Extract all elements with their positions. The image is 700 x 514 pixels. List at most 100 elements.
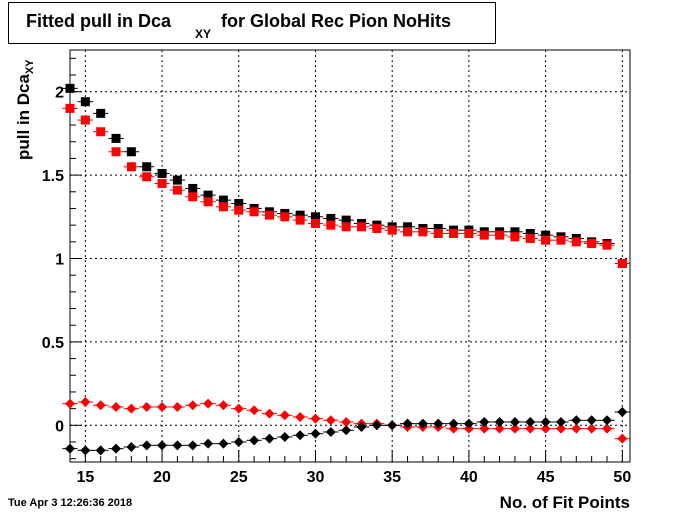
data-point-diamond <box>172 440 183 451</box>
data-point-diamond <box>540 423 551 434</box>
data-point-diamond <box>187 400 198 411</box>
data-point-diamond <box>341 425 352 436</box>
data-point-diamond <box>264 408 275 419</box>
data-point-square <box>541 230 551 240</box>
data-point-square <box>80 115 90 125</box>
data-point-square <box>188 192 198 202</box>
x-tick-label: 30 <box>307 469 325 486</box>
data-point-square <box>310 212 320 222</box>
data-point-diamond <box>586 423 597 434</box>
data-point-diamond <box>80 445 91 456</box>
data-point-diamond <box>463 418 474 429</box>
data-point-square <box>479 230 489 240</box>
data-point-square <box>341 222 351 232</box>
data-point-square <box>387 225 397 235</box>
data-point-square <box>234 205 244 215</box>
data-point-square <box>295 210 305 220</box>
data-point-diamond <box>95 445 106 456</box>
data-point-diamond <box>479 416 490 427</box>
data-point-diamond <box>494 416 505 427</box>
data-point-square <box>157 178 167 188</box>
data-point-diamond <box>295 411 306 422</box>
data-point-square <box>326 220 336 230</box>
data-point-diamond <box>525 416 536 427</box>
y-axis-label: pull in DcaXY <box>14 59 36 160</box>
x-axis-label: No. of Fit Points <box>499 493 630 512</box>
data-point-diamond <box>264 433 275 444</box>
data-point-diamond <box>509 423 520 434</box>
data-point-diamond <box>555 423 566 434</box>
chart-title-rest: for Global Rec Pion NoHits <box>221 11 452 31</box>
data-point-diamond <box>494 423 505 434</box>
data-point-square <box>157 168 167 178</box>
data-point-diamond <box>95 400 106 411</box>
data-point-square <box>495 230 505 240</box>
data-point-square <box>203 197 213 207</box>
data-point-diamond <box>601 415 612 426</box>
data-point-diamond <box>387 420 398 431</box>
data-point-diamond <box>509 416 520 427</box>
data-point-diamond <box>279 410 290 421</box>
data-point-diamond <box>463 423 474 434</box>
data-point-square <box>587 238 597 248</box>
y-tick-label: 0.5 <box>42 335 64 352</box>
data-point-square <box>249 207 259 217</box>
data-point-square <box>510 227 520 237</box>
data-point-square <box>172 175 182 185</box>
data-point-square <box>433 228 443 238</box>
data-point-diamond <box>249 405 260 416</box>
data-point-square <box>264 210 274 220</box>
data-point-square <box>65 103 75 113</box>
x-tick-label: 50 <box>613 469 631 486</box>
data-point-square <box>310 218 320 228</box>
x-tick-label: 45 <box>537 469 555 486</box>
data-point-square <box>203 190 213 200</box>
data-point-diamond <box>479 423 490 434</box>
y-axis-label-text: pull in Dca <box>14 74 33 160</box>
data-point-diamond <box>218 400 229 411</box>
data-point-square <box>80 97 90 107</box>
chart-title-subscript: XY <box>195 27 212 41</box>
chart-title: Fitted pull in Dca <box>26 11 172 31</box>
data-point-diamond <box>586 415 597 426</box>
data-point-square <box>556 235 566 245</box>
data-point-square <box>295 215 305 225</box>
data-point-diamond <box>356 421 367 432</box>
data-point-diamond <box>310 413 321 424</box>
data-point-square <box>525 228 535 238</box>
data-point-diamond <box>233 403 244 414</box>
series-1 <box>62 103 630 269</box>
data-point-diamond <box>417 418 428 429</box>
data-point-diamond <box>233 436 244 447</box>
data-point-diamond <box>218 438 229 449</box>
data-point-diamond <box>111 443 122 454</box>
data-point-square <box>188 183 198 193</box>
data-point-diamond <box>617 406 628 417</box>
data-point-diamond <box>141 401 152 412</box>
data-point-diamond <box>555 416 566 427</box>
data-point-diamond <box>126 441 137 452</box>
data-point-diamond <box>617 433 628 444</box>
data-point-diamond <box>571 423 582 434</box>
data-point-diamond <box>249 435 260 446</box>
x-tick-label: 35 <box>383 469 401 486</box>
data-point-square <box>65 83 75 93</box>
data-point-square <box>142 162 152 172</box>
data-point-square <box>403 222 413 232</box>
data-point-square <box>341 215 351 225</box>
chart-title-box: Fitted pull in Dca XY for Global Rec Pio… <box>8 2 496 44</box>
data-point-diamond <box>325 426 336 437</box>
data-point-diamond <box>448 418 459 429</box>
y-tick-label: 1 <box>55 252 64 269</box>
data-point-square <box>449 228 459 238</box>
data-point-diamond <box>141 440 152 451</box>
y-tick-label: 1.5 <box>42 168 64 185</box>
data-point-square <box>234 198 244 208</box>
data-point-square <box>142 172 152 182</box>
data-point-diamond <box>325 415 336 426</box>
data-point-diamond <box>571 415 582 426</box>
x-tick-label: 40 <box>460 469 478 486</box>
data-point-diamond <box>341 416 352 427</box>
data-point-square <box>433 223 443 233</box>
data-point-diamond <box>172 401 183 412</box>
